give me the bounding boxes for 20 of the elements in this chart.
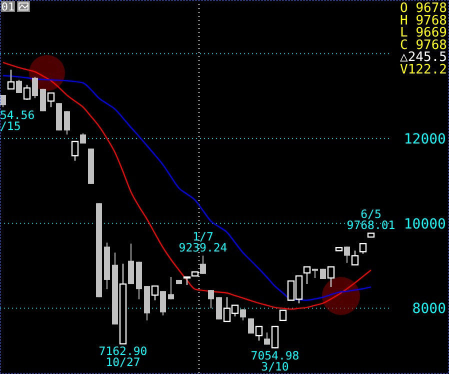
candlestick <box>216 296 222 320</box>
candlestick <box>0 94 6 108</box>
y-tick-label: 10000 <box>404 216 446 232</box>
candlestick <box>160 290 166 316</box>
candlestick <box>16 79 22 94</box>
candlestick <box>344 246 350 264</box>
candlestick <box>64 110 70 135</box>
candlestick <box>168 276 174 300</box>
candlestick <box>32 76 38 99</box>
y-tick-label: 12000 <box>404 131 446 148</box>
candlestick <box>200 255 206 274</box>
text: V122.2 <box>400 62 447 78</box>
annotation: 01 <box>1 0 15 14</box>
text: O 9678 <box>400 1 447 16</box>
candlestick <box>208 290 214 309</box>
candlestick <box>128 243 134 285</box>
annotation: 54.56 <box>0 108 35 122</box>
candlestick <box>264 332 270 346</box>
annotation: /15 <box>0 119 21 133</box>
y-tick-label: 8000 <box>412 301 446 318</box>
